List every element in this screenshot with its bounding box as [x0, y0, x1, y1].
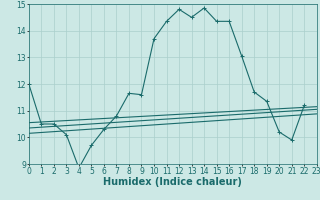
- X-axis label: Humidex (Indice chaleur): Humidex (Indice chaleur): [103, 177, 242, 187]
